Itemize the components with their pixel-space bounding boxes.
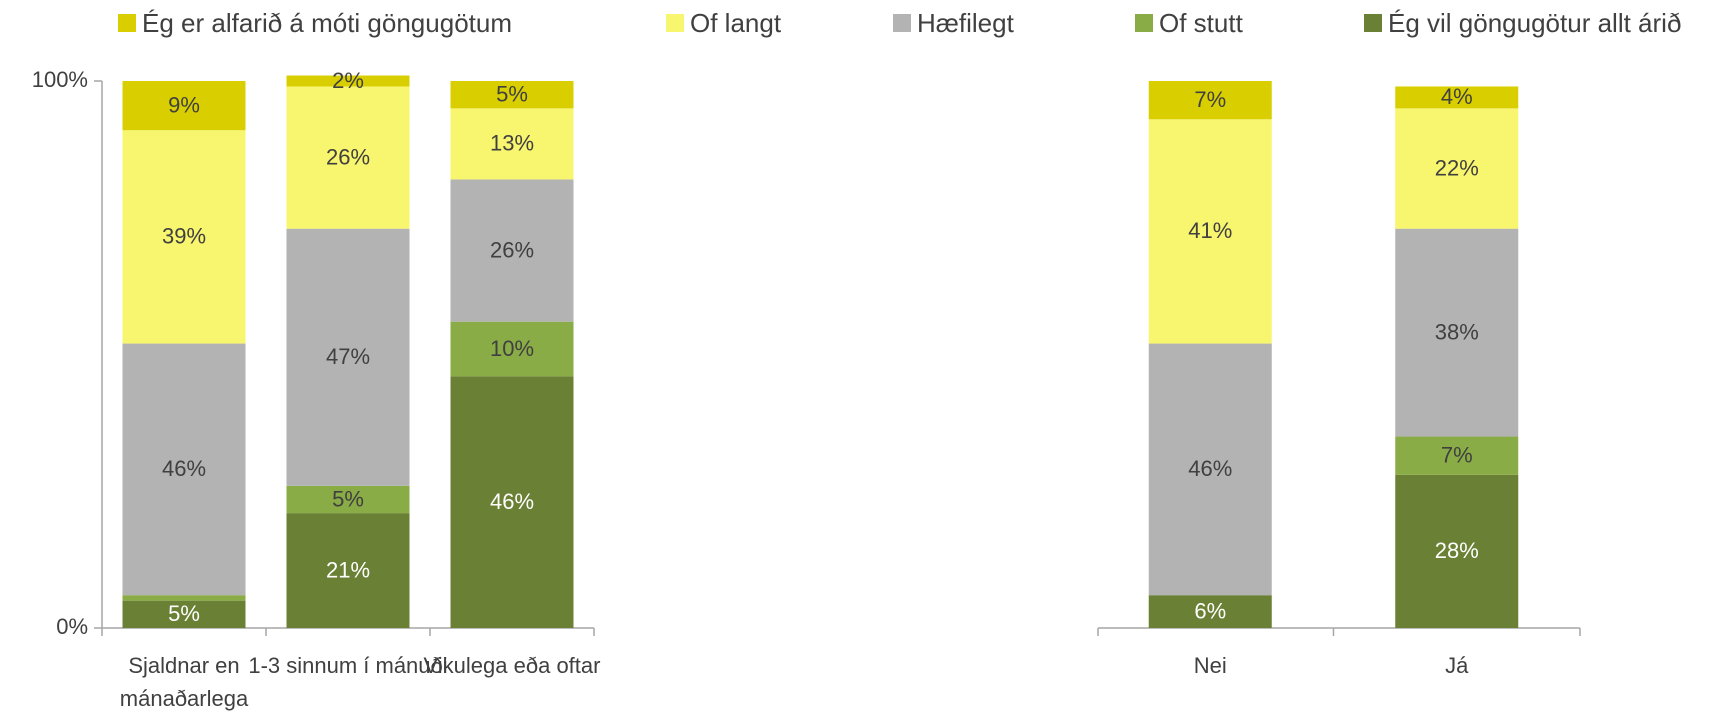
legend-swatch [118,14,136,32]
bar-segment: Of langt [1148,119,1272,344]
legend-label: Of langt [690,8,782,38]
label-line: Sjaldnar en [128,653,239,678]
x-tick-label: Vikulega eða oftar [424,653,601,678]
value-label: 13% [490,131,534,156]
bar-segment: Ég vil göngugötur allt árið [1395,474,1519,628]
value-label: 28% [1435,538,1479,563]
bar-segment: Ég vil göngugötur allt árið [122,600,246,628]
x-tick-label: 1-3 sinnum í mánuði [248,653,447,678]
value-label: 2% [332,68,364,93]
value-label: 21% [326,557,370,582]
bar-segment: Hæfilegt [286,228,410,486]
value-label: 39% [162,224,206,249]
value-label: 46% [162,456,206,481]
bar-segment: Ég er alfarið á móti göngugötum [1148,81,1272,120]
value-label: 26% [326,144,370,169]
legend-swatch [1364,14,1382,32]
value-label: 10% [490,336,534,361]
bar-segment: Of langt [450,108,574,180]
bar-segment: Of langt [286,86,410,229]
bar-segment: Ég er alfarið á móti göngugötum [122,81,246,131]
bar-segment: Ég vil göngugötur allt árið [1148,595,1272,628]
value-label: 5% [496,81,528,106]
value-label: 38% [1435,319,1479,344]
bar-segment: Hæfilegt [1395,228,1519,437]
value-label: 41% [1188,218,1232,243]
bar-segment: Of stutt [450,321,574,377]
value-label: 46% [1188,456,1232,481]
bar-segment: Ég vil göngugötur allt árið [286,513,410,628]
legend-swatch [893,14,911,32]
label-line: mánaðarlega [120,686,249,711]
legend-label: Ég er alfarið á móti göngugötum [142,8,512,38]
x-tick-label: Sjaldnar en mánaðarlega [120,653,249,711]
bar-segment: Hæfilegt [122,343,246,596]
bar-segment: Ég er alfarið á móti göngugötum [1395,86,1519,109]
value-label: 26% [490,237,534,262]
bar-segment: Of langt [122,130,246,344]
y-tick-label: 100% [32,67,88,92]
value-label: 46% [490,489,534,514]
bar-segment: Of langt [1395,108,1519,229]
bar-segment: Hæfilegt [450,179,574,322]
bar-segment: Of stutt [1395,436,1519,475]
legend-swatch [1135,14,1153,32]
value-label: 7% [1441,443,1473,468]
bar-segment: Hæfilegt [1148,343,1272,596]
legend-swatch [666,14,684,32]
value-label: 22% [1435,155,1479,180]
x-tick-label: Nei [1194,653,1227,678]
legend-label: Of stutt [1159,8,1244,38]
value-label: 9% [168,92,200,117]
bar-segment: Ég er alfarið á móti göngugötum [450,81,574,109]
legend-label: Hæfilegt [917,8,1015,38]
bar-segment: Of stutt [286,485,410,514]
value-label: 6% [1194,598,1226,623]
bar-segment: Ég er alfarið á móti göngugötum [286,75,410,87]
bar-segment: Of stutt [122,595,246,601]
y-tick-label: 0% [56,614,88,639]
value-label: 7% [1194,87,1226,112]
x-tick-label: Já [1445,653,1469,678]
value-label: 47% [326,344,370,369]
value-label: 5% [168,601,200,626]
bar-segment: Ég vil göngugötur allt árið [450,376,574,628]
legend-label: Ég vil göngugötur allt árið [1388,8,1681,38]
value-label: 4% [1441,84,1473,109]
value-label: 5% [332,486,364,511]
